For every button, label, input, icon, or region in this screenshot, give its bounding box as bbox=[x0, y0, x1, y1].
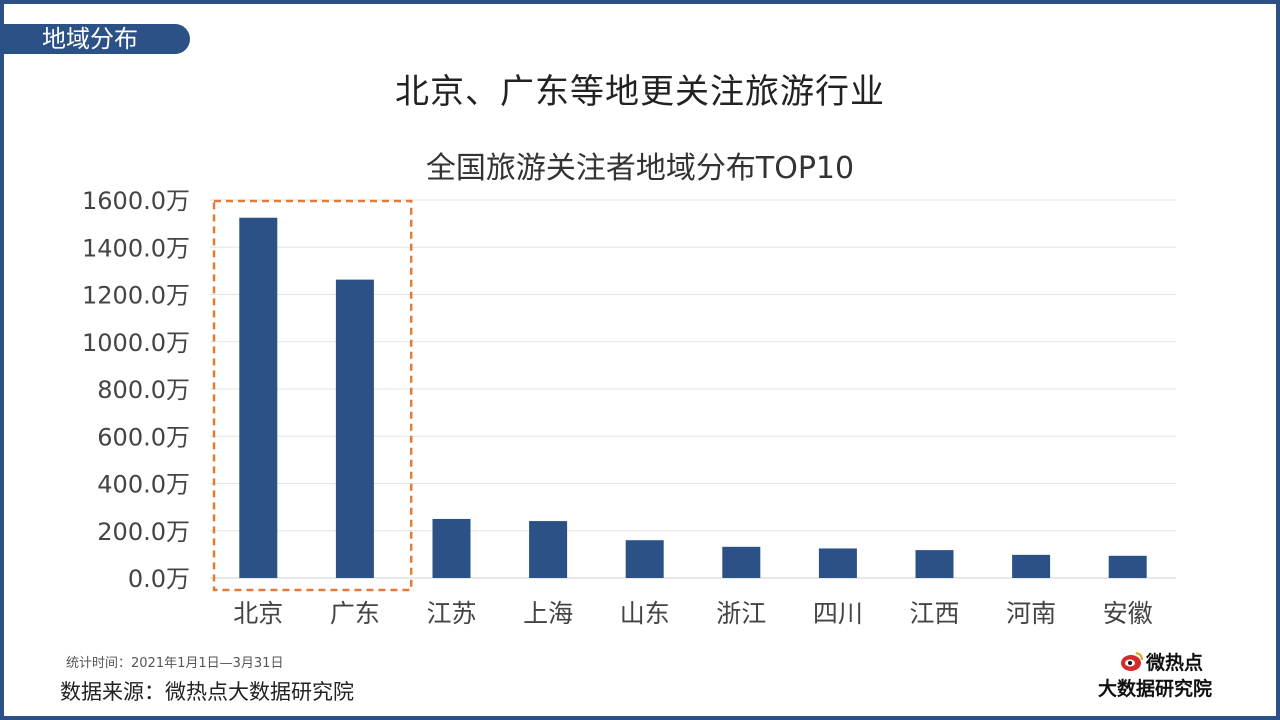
y-tick-label: 1400.0万 bbox=[82, 234, 190, 262]
bar-8 bbox=[915, 550, 954, 578]
bar-7 bbox=[818, 548, 857, 578]
y-tick-label: 600.0万 bbox=[97, 423, 190, 451]
chart-title: 全国旅游关注者地域分布TOP10 bbox=[426, 151, 854, 186]
bar-3 bbox=[432, 518, 471, 578]
page-title: 北京、广东等地更关注旅游行业 bbox=[395, 72, 885, 112]
bar-9 bbox=[1012, 554, 1051, 578]
y-tick-label: 1600.0万 bbox=[82, 187, 190, 215]
x-tick-label: 安徽 bbox=[1103, 599, 1153, 628]
x-tick-label: 江苏 bbox=[426, 599, 476, 628]
bar-2 bbox=[335, 279, 374, 578]
bar-5 bbox=[625, 540, 664, 578]
weibo-eye-icon bbox=[1121, 651, 1143, 671]
y-tick-label: 800.0万 bbox=[97, 376, 190, 404]
logo-subtitle: 大数据研究院 bbox=[1098, 678, 1213, 700]
x-tick-label: 浙江 bbox=[716, 599, 766, 628]
section-tag: 地域分布 bbox=[4, 24, 190, 54]
x-tick-label: 上海 bbox=[523, 599, 573, 628]
y-tick-label: 400.0万 bbox=[97, 471, 190, 499]
y-tick-label: 1000.0万 bbox=[82, 329, 190, 357]
x-tick-label: 广东 bbox=[330, 599, 380, 628]
y-tick-label: 200.0万 bbox=[97, 518, 190, 546]
bar-4 bbox=[529, 521, 568, 578]
bar-6 bbox=[722, 546, 761, 578]
x-tick-label: 北京 bbox=[233, 599, 283, 628]
x-tick-label: 江西 bbox=[909, 599, 959, 628]
x-tick-label: 河南 bbox=[1006, 599, 1056, 628]
brand-logo: 微热点 大数据研究院 bbox=[1098, 648, 1238, 700]
logo-name: 微热点 bbox=[1146, 652, 1204, 674]
x-tick-label: 四川 bbox=[813, 599, 863, 628]
bar-1 bbox=[239, 217, 278, 578]
bar-10 bbox=[1108, 555, 1147, 578]
y-tick-label: 1200.0万 bbox=[82, 282, 190, 310]
highlight-box bbox=[212, 199, 413, 592]
x-tick-label: 山东 bbox=[620, 599, 670, 628]
data-source: 数据来源：微热点大数据研究院 bbox=[60, 680, 354, 704]
y-tick-label: 0.0万 bbox=[128, 565, 190, 593]
time-range-note: 统计时间：2021年1月1日—3月31日 bbox=[66, 656, 284, 671]
